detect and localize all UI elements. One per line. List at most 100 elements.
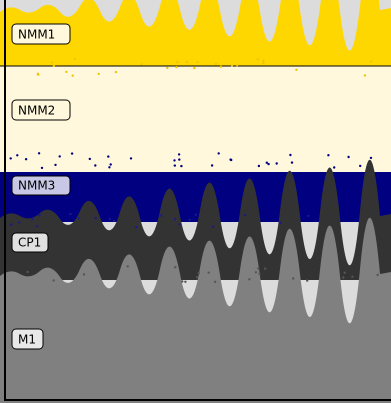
particle: [307, 215, 309, 217]
particle: [127, 265, 129, 267]
particle: [215, 63, 217, 65]
layer-label: NMM1: [18, 28, 55, 42]
particle: [276, 162, 278, 164]
particle: [291, 161, 293, 163]
particle: [173, 159, 175, 161]
particle: [267, 163, 269, 165]
particle: [10, 157, 12, 159]
particle: [184, 281, 186, 283]
layer-diagram: NMM1 NMM2 NMM3 CP1 M1: [0, 0, 391, 403]
particle: [220, 66, 222, 68]
particle: [71, 152, 73, 154]
particle: [110, 163, 112, 165]
particle: [351, 276, 353, 278]
layer-label: NMM3: [18, 179, 55, 193]
particle: [255, 271, 257, 273]
particle: [166, 67, 168, 69]
particle: [140, 63, 142, 65]
particle: [94, 217, 96, 219]
particle: [359, 165, 361, 167]
particle: [53, 65, 55, 67]
page: NMM1 NMM2 NMM3 CP1 M1 (() => { const dat…: [0, 0, 391, 403]
particle: [211, 164, 213, 166]
particle: [370, 157, 372, 159]
particle: [257, 58, 259, 60]
particle: [295, 69, 297, 71]
particle: [31, 218, 33, 220]
particle: [10, 223, 12, 225]
particle: [218, 152, 220, 154]
particle: [181, 280, 183, 282]
particle: [178, 223, 180, 225]
particle: [248, 278, 250, 280]
particle: [115, 71, 117, 73]
particle: [196, 61, 198, 63]
particle: [174, 218, 176, 220]
particle: [258, 273, 260, 275]
particle: [135, 226, 137, 228]
particle: [342, 276, 344, 278]
particle: [244, 214, 246, 216]
particle: [327, 154, 329, 156]
particle: [364, 74, 366, 76]
particle: [208, 272, 210, 274]
particle: [176, 61, 178, 63]
particle: [25, 158, 27, 160]
layer-label: CP1: [18, 236, 41, 250]
layer-label: M1: [18, 333, 36, 347]
particle: [59, 155, 61, 157]
particle: [186, 61, 188, 63]
particle: [54, 164, 56, 166]
particle: [212, 226, 214, 228]
particle: [36, 225, 38, 227]
particle: [109, 218, 111, 220]
particle: [38, 152, 40, 154]
particle: [78, 217, 80, 219]
particle: [262, 60, 264, 62]
particle: [108, 166, 110, 168]
particle: [51, 61, 53, 63]
particle: [27, 271, 29, 273]
particle: [333, 166, 335, 168]
particle: [41, 167, 43, 169]
particle: [231, 64, 233, 66]
particle: [72, 75, 74, 77]
particle: [130, 157, 132, 159]
particle: [53, 279, 55, 281]
particle: [347, 156, 349, 158]
particle: [370, 60, 372, 62]
particle: [38, 214, 40, 216]
particle: [258, 165, 260, 167]
particle: [98, 73, 100, 75]
particle: [107, 155, 109, 157]
particle: [289, 154, 291, 156]
particle: [193, 67, 195, 69]
particle: [178, 158, 180, 160]
particle: [180, 165, 182, 167]
particle: [16, 154, 18, 156]
particle: [279, 222, 281, 224]
particle: [37, 74, 39, 76]
particle: [174, 266, 176, 268]
particle: [344, 272, 346, 274]
particle: [292, 277, 294, 279]
particle: [83, 273, 85, 275]
particle: [264, 268, 266, 270]
particle: [65, 71, 67, 73]
particle: [195, 214, 197, 216]
particle: [198, 272, 200, 274]
particle: [257, 267, 259, 269]
particle: [94, 164, 96, 166]
particle: [236, 64, 238, 66]
particle: [196, 276, 198, 278]
particle: [113, 220, 115, 222]
layer-label: NMM2: [18, 104, 55, 118]
particle: [18, 221, 20, 223]
particle: [262, 62, 264, 64]
particle: [214, 281, 216, 283]
particle: [69, 213, 71, 215]
particle: [174, 164, 176, 166]
particle: [189, 219, 191, 221]
particle: [376, 274, 378, 276]
particle: [89, 158, 91, 160]
